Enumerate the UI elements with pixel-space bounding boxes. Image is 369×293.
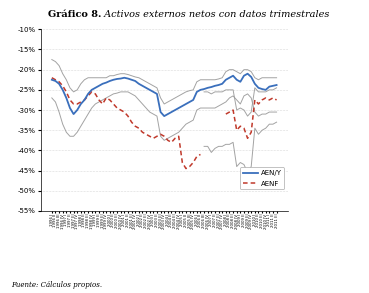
- Legend: AEN/Y, AENF: AEN/Y, AENF: [240, 168, 284, 189]
- Text: Fuente: Cálculos propios.: Fuente: Cálculos propios.: [11, 281, 102, 289]
- Text: Gráfico 8.: Gráfico 8.: [48, 10, 101, 19]
- Text: Activos externos netos con datos trimestrales: Activos externos netos con datos trimest…: [101, 10, 330, 19]
